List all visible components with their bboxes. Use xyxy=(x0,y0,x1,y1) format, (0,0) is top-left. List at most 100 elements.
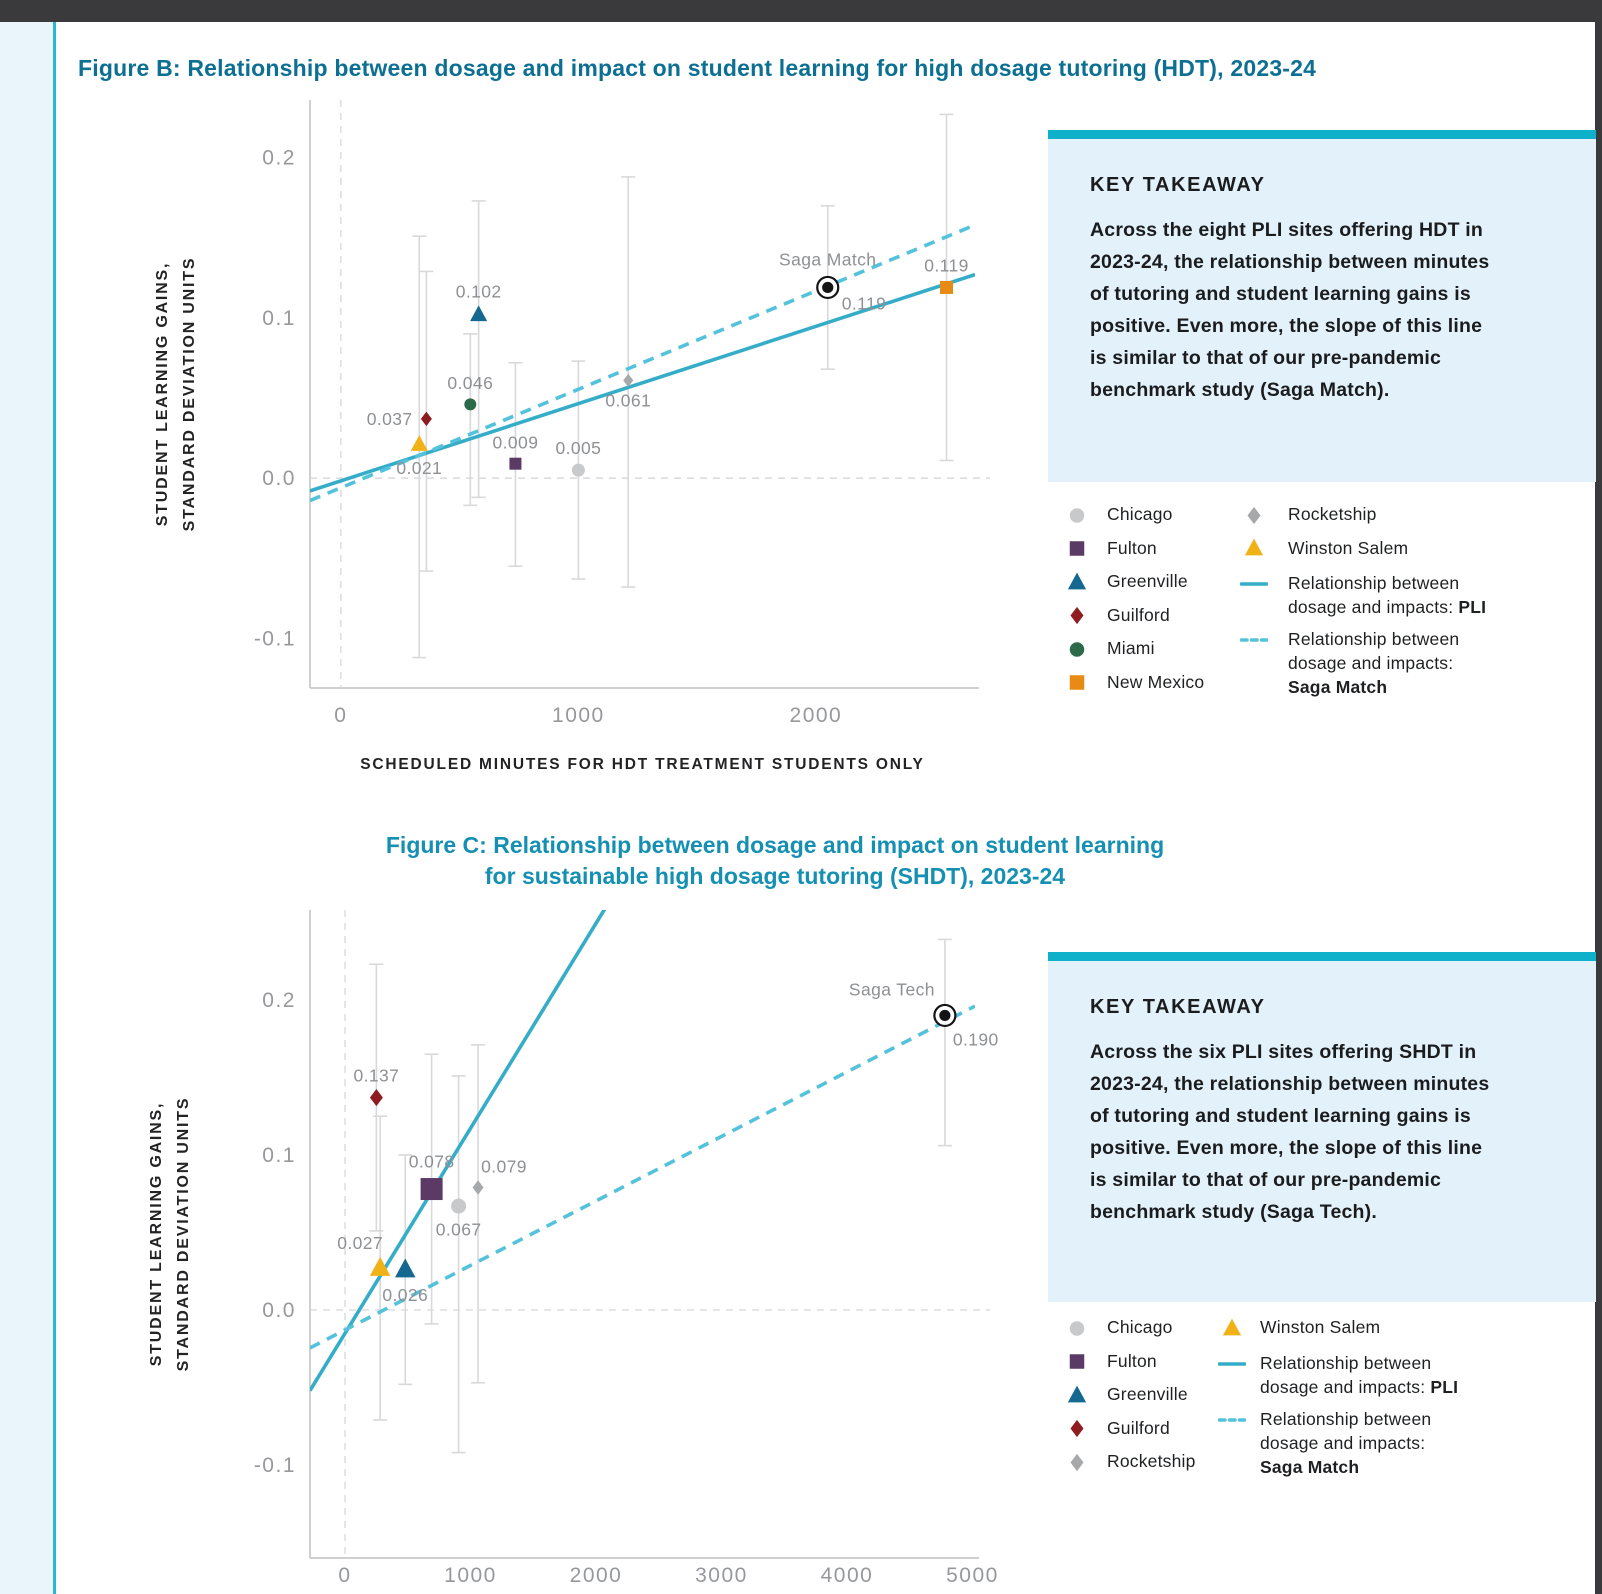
square-marker-icon xyxy=(1069,1354,1085,1369)
y-tick-label: 0.0 xyxy=(262,467,296,490)
takeaway-accent-bar xyxy=(1048,952,1596,961)
point-value-label: 0.046 xyxy=(447,373,493,393)
point-guilford xyxy=(369,1088,383,1107)
square-marker-icon xyxy=(1069,675,1085,690)
trend-line-solid xyxy=(310,272,975,493)
legend-marker xyxy=(1062,505,1092,525)
legend-item-dashed-line: Relationship between dosage and impacts: S… xyxy=(1240,621,1570,699)
legend-marker xyxy=(1062,639,1092,659)
y-tick-label: -0.1 xyxy=(254,1454,296,1477)
legend-label: Chicago xyxy=(1107,1317,1173,1338)
y-tick-label: -0.1 xyxy=(254,627,296,650)
legend-item-solid-line: Relationship between dosage and impacts: … xyxy=(1218,1345,1548,1399)
figure-b-title: Figure B: Relationship between dosage an… xyxy=(78,55,1317,81)
point-guilford xyxy=(420,411,432,427)
legend-item-dashed-line: Relationship between dosage and impacts: S… xyxy=(1218,1401,1548,1479)
solid-line-swatch-icon xyxy=(1218,1361,1246,1366)
point-value-label: 0.005 xyxy=(555,438,601,458)
legend-item-guilford: Guilford xyxy=(1062,1412,1392,1446)
legend-line-swatch xyxy=(1240,571,1268,592)
legend-label: Greenville xyxy=(1107,571,1188,592)
legend-marker xyxy=(1240,538,1268,558)
x-tick-label: 2000 xyxy=(790,704,843,727)
trend-line-dashed xyxy=(310,1004,975,1350)
trend-line-dashed xyxy=(310,223,975,503)
right-edge-dark-strip xyxy=(1595,0,1602,1594)
x-tick-label: 1000 xyxy=(552,704,605,727)
legend-marker xyxy=(1062,605,1092,625)
figure-b-key-takeaway-box: KEY TAKEAWAY Across the eight PLI sites … xyxy=(1048,130,1596,482)
legend-item-new_mexico: New Mexico xyxy=(1062,666,1392,700)
benchmark-name-label: Saga Tech xyxy=(849,979,935,999)
benchmark-value-label: 0.119 xyxy=(842,293,887,313)
point-miami xyxy=(464,398,477,411)
legend-marker xyxy=(1062,1385,1092,1405)
figure-c-title-line1: Figure C: Relationship between dosage an… xyxy=(385,832,1165,858)
triangle-marker-icon xyxy=(1067,572,1087,590)
legend-label: Relationship between dosage and impacts: … xyxy=(1288,573,1487,617)
figure-c-key-takeaway-box: KEY TAKEAWAY Across the six PLI sites of… xyxy=(1048,952,1596,1302)
legend-item-winston_salem: Winston Salem xyxy=(1240,532,1570,566)
legend-label: Guilford xyxy=(1107,604,1170,625)
y-tick-label: 0.1 xyxy=(262,1144,296,1167)
figure-c-y-axis-label: STUDENT LEARNING GAINS, STANDARD DEVIATI… xyxy=(143,1054,201,1414)
legend-column-1: Chicago Fulton Greenville Guilford Rocketshi… xyxy=(1062,1311,1392,1479)
legend-marker xyxy=(1240,505,1268,525)
takeaway-body: Across the six PLI sites offering SHDT i… xyxy=(1090,1041,1490,1223)
point-new_mexico xyxy=(940,280,953,294)
legend-marker xyxy=(1062,672,1092,692)
point-value-label: 0.037 xyxy=(367,409,413,429)
y-tick-label: 0.1 xyxy=(262,307,296,330)
circle-marker-icon xyxy=(1069,508,1085,523)
legend-label: Relationship between dosage and impacts: … xyxy=(1260,1352,1459,1397)
x-tick-label: 5000 xyxy=(946,1564,999,1587)
legend-line-swatch xyxy=(1218,1407,1246,1428)
x-tick-label: 3000 xyxy=(695,1564,748,1587)
legend-item-rocketship: Rocketship xyxy=(1240,498,1570,532)
diamond-marker-icon xyxy=(1070,1420,1084,1438)
legend-item-fulton: Fulton xyxy=(1062,1345,1392,1379)
point-rocketship xyxy=(472,1180,484,1195)
legend-column-1: Chicago Fulton Greenville Guilford Miami New … xyxy=(1062,498,1392,699)
figure-b-x-axis-label: SCHEDULED MINUTES FOR HDT TREATMENT STUD… xyxy=(360,756,925,773)
legend-label: Greenville xyxy=(1107,1384,1188,1405)
legend-item-chicago: Chicago xyxy=(1062,1311,1392,1345)
x-tick-label: 0 xyxy=(338,1564,351,1587)
point-winston_salem xyxy=(369,1256,391,1276)
point-value-label: 0.061 xyxy=(605,391,651,411)
legend-column-2: Winston Salem Relationship between dosage … xyxy=(1218,1311,1548,1481)
trend-line-solid xyxy=(310,910,607,1392)
point-greenville xyxy=(394,1258,416,1278)
solid-line-swatch-icon xyxy=(1240,582,1268,586)
diamond-marker-icon xyxy=(1070,607,1084,625)
takeaway-body: Across the eight PLI sites offering HDT … xyxy=(1090,219,1490,401)
point-value-label: 0.102 xyxy=(456,281,502,301)
legend-item-guilford: Guilford xyxy=(1062,599,1392,633)
figure-c-title-line2: for sustainable high dosage tutoring (SH… xyxy=(484,863,1066,889)
figure-c-title: Figure C: Relationship between dosage an… xyxy=(270,830,1280,892)
point-rocketship xyxy=(623,373,634,387)
y-axis-label-line1: STUDENT LEARNING GAINS, xyxy=(148,1101,165,1367)
y-tick-label: 0.2 xyxy=(262,989,296,1012)
legend-label: Fulton xyxy=(1107,537,1157,558)
x-tick-label: 2000 xyxy=(570,1564,623,1587)
legend-marker xyxy=(1062,1452,1092,1472)
legend-item-rocketship: Rocketship xyxy=(1062,1445,1392,1479)
point-value-label: 0.119 xyxy=(924,255,969,275)
legend-marker xyxy=(1062,1318,1092,1338)
benchmark-point-dot xyxy=(822,281,834,294)
dashed-line-swatch-icon xyxy=(1218,1417,1246,1422)
triangle-marker-icon xyxy=(1067,1385,1087,1403)
x-tick-label: 4000 xyxy=(821,1564,874,1587)
y-tick-label: 0.0 xyxy=(262,1299,296,1322)
legend-item-fulton: Fulton xyxy=(1062,532,1392,566)
point-fulton xyxy=(509,457,522,470)
legend-marker xyxy=(1062,572,1092,592)
y-axis-label-line2: STANDARD DEVIATION UNITS xyxy=(181,256,198,532)
legend-line-swatch xyxy=(1218,1351,1246,1372)
legend-item-miami: Miami xyxy=(1062,632,1392,666)
point-winston_salem xyxy=(410,435,428,451)
x-tick-label: 0 xyxy=(334,704,347,727)
legend-marker xyxy=(1062,1351,1092,1371)
